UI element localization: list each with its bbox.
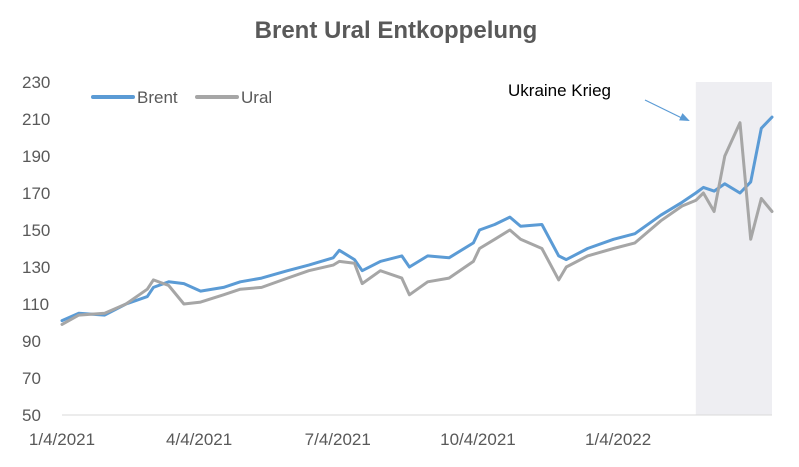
x-tick-label: 1/4/2021 [29, 430, 95, 449]
annotation-arrow-head [679, 113, 690, 121]
x-tick-label: 4/4/2021 [166, 430, 232, 449]
y-tick-label: 50 [22, 406, 41, 425]
y-tick-label: 190 [22, 147, 50, 166]
y-tick-label: 150 [22, 221, 50, 240]
legend-label-ural: Ural [241, 88, 272, 107]
legend-label-brent: Brent [137, 88, 178, 107]
x-tick-label: 10/4/2021 [440, 430, 516, 449]
x-tick-label: 7/4/2021 [305, 430, 371, 449]
y-tick-label: 130 [22, 258, 50, 277]
series-line-brent [60, 115, 774, 323]
y-tick-label: 230 [22, 73, 50, 92]
chart-title: Brent Ural Entkoppelung [255, 17, 538, 44]
y-tick-label: 110 [22, 295, 49, 314]
annotation-text: Ukraine Krieg [508, 81, 611, 100]
y-tick-label: 70 [22, 369, 41, 388]
series-line-ural [60, 121, 774, 326]
x-tick-label: 1/4/2022 [585, 430, 651, 449]
y-tick-label: 170 [22, 184, 50, 203]
y-tick-label: 90 [22, 332, 41, 351]
y-tick-label: 210 [22, 110, 50, 129]
annotation-arrow-line [644, 99, 683, 119]
